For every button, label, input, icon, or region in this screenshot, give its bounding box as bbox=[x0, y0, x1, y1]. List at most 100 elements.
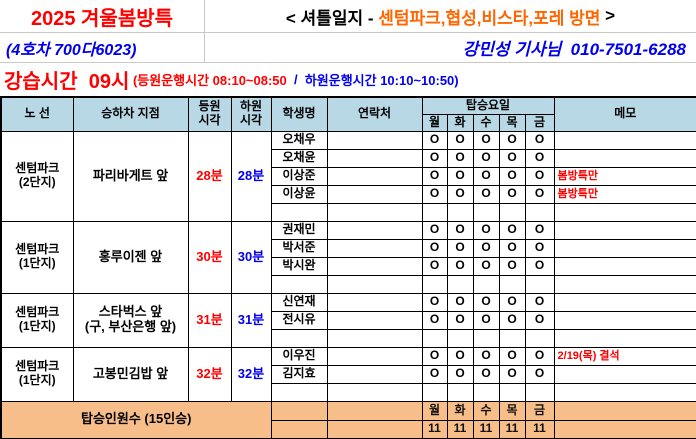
contact-cell[interactable] bbox=[326, 184, 423, 204]
footer-day-cell[interactable]: 화 bbox=[446, 400, 474, 421]
day-mark-cell[interactable]: O bbox=[446, 148, 474, 168]
contact-cell[interactable] bbox=[326, 256, 423, 276]
day-mark-cell[interactable] bbox=[421, 328, 448, 348]
day-mark-cell[interactable]: O bbox=[472, 130, 500, 150]
contact-cell[interactable] bbox=[326, 292, 423, 312]
day-mark-cell[interactable] bbox=[446, 202, 474, 222]
day-mark-cell[interactable] bbox=[498, 202, 526, 222]
day-mark-cell[interactable] bbox=[472, 328, 500, 348]
memo-cell[interactable] bbox=[553, 292, 696, 312]
memo-cell[interactable]: 봄방특만 bbox=[553, 184, 696, 204]
day-mark-cell[interactable]: O bbox=[472, 148, 500, 168]
footer-count-cell[interactable]: 11 bbox=[498, 419, 526, 439]
contact-cell[interactable] bbox=[326, 130, 423, 150]
day-mark-cell[interactable]: O bbox=[524, 130, 555, 150]
day-mark-cell[interactable] bbox=[421, 382, 448, 402]
day-mark-cell[interactable] bbox=[498, 328, 526, 348]
day-mark-cell[interactable]: O bbox=[421, 292, 448, 312]
student-name-cell[interactable] bbox=[270, 382, 328, 402]
day-mark-cell[interactable]: O bbox=[446, 292, 474, 312]
dropoff-time-cell[interactable]: 32분 bbox=[230, 346, 272, 402]
pickup-time-cell[interactable]: 30분 bbox=[187, 220, 232, 294]
day-mark-cell[interactable] bbox=[446, 382, 474, 402]
memo-cell[interactable] bbox=[553, 310, 696, 330]
day-mark-cell[interactable] bbox=[446, 328, 474, 348]
footer-student-cell[interactable] bbox=[270, 400, 328, 421]
student-name-cell[interactable]: 김지효 bbox=[270, 364, 328, 384]
day-mark-cell[interactable]: O bbox=[421, 220, 448, 240]
day-mark-cell[interactable]: O bbox=[446, 166, 474, 186]
day-mark-cell[interactable]: O bbox=[524, 256, 555, 276]
day-mark-cell[interactable]: O bbox=[472, 256, 500, 276]
day-mark-cell[interactable]: O bbox=[498, 238, 526, 258]
memo-cell[interactable] bbox=[553, 220, 696, 240]
stop-cell[interactable]: 스타벅스 앞 (구, 부산은행 앞) bbox=[72, 292, 189, 348]
footer-day-cell[interactable]: 수 bbox=[472, 400, 500, 421]
memo-cell[interactable] bbox=[553, 364, 696, 384]
pickup-time-cell[interactable]: 32분 bbox=[187, 346, 232, 402]
day-mark-cell[interactable]: O bbox=[498, 184, 526, 204]
footer-count-cell[interactable]: 11 bbox=[524, 419, 555, 439]
day-mark-cell[interactable]: O bbox=[421, 364, 448, 384]
memo-cell[interactable]: 2/19(목) 결석 bbox=[553, 346, 696, 366]
student-name-cell[interactable]: 권재민 bbox=[270, 220, 328, 240]
footer-day-cell[interactable]: 목 bbox=[498, 400, 526, 421]
day-mark-cell[interactable]: O bbox=[524, 346, 555, 366]
day-mark-cell[interactable]: O bbox=[524, 238, 555, 258]
day-mark-cell[interactable] bbox=[472, 202, 500, 222]
day-mark-cell[interactable] bbox=[524, 274, 555, 294]
contact-cell[interactable] bbox=[326, 202, 423, 222]
day-mark-cell[interactable] bbox=[446, 274, 474, 294]
day-mark-cell[interactable]: O bbox=[498, 130, 526, 150]
day-mark-cell[interactable]: O bbox=[472, 184, 500, 204]
day-mark-cell[interactable]: O bbox=[498, 148, 526, 168]
day-mark-cell[interactable]: O bbox=[446, 310, 474, 330]
route-cell[interactable]: 센텀파크 (1단지) bbox=[0, 292, 74, 348]
contact-cell[interactable] bbox=[326, 166, 423, 186]
footer-count-cell[interactable]: 11 bbox=[472, 419, 500, 439]
dropoff-time-cell[interactable]: 28분 bbox=[230, 130, 272, 222]
day-mark-cell[interactable]: O bbox=[421, 166, 448, 186]
memo-cell[interactable] bbox=[553, 328, 696, 348]
stop-cell[interactable]: 고봉민김밥 앞 bbox=[72, 346, 189, 402]
day-mark-cell[interactable]: O bbox=[421, 184, 448, 204]
day-mark-cell[interactable]: O bbox=[446, 364, 474, 384]
day-mark-cell[interactable]: O bbox=[446, 238, 474, 258]
student-name-cell[interactable]: 오채윤 bbox=[270, 148, 328, 168]
day-mark-cell[interactable]: O bbox=[472, 292, 500, 312]
footer-count-cell[interactable]: 11 bbox=[421, 419, 448, 439]
contact-cell[interactable] bbox=[326, 328, 423, 348]
memo-cell[interactable] bbox=[553, 256, 696, 276]
footer-day-cell[interactable]: 월 bbox=[421, 400, 448, 421]
memo-cell[interactable]: 봄방특만 bbox=[553, 166, 696, 186]
route-cell[interactable]: 센텀파크 (1단지) bbox=[0, 220, 74, 294]
day-mark-cell[interactable]: O bbox=[421, 130, 448, 150]
day-mark-cell[interactable] bbox=[524, 328, 555, 348]
day-mark-cell[interactable]: O bbox=[524, 166, 555, 186]
contact-cell[interactable] bbox=[326, 346, 423, 366]
student-name-cell[interactable]: 이우진 bbox=[270, 346, 328, 366]
contact-cell[interactable] bbox=[326, 364, 423, 384]
day-mark-cell[interactable]: O bbox=[472, 238, 500, 258]
footer-memo-cell[interactable] bbox=[553, 400, 696, 421]
day-mark-cell[interactable]: O bbox=[472, 220, 500, 240]
footer-contact-cell[interactable] bbox=[326, 400, 423, 421]
day-mark-cell[interactable]: O bbox=[498, 364, 526, 384]
day-mark-cell[interactable]: O bbox=[421, 310, 448, 330]
day-mark-cell[interactable]: O bbox=[446, 346, 474, 366]
student-name-cell[interactable]: 이상준 bbox=[270, 166, 328, 186]
student-name-cell[interactable]: 이상윤 bbox=[270, 184, 328, 204]
day-mark-cell[interactable]: O bbox=[421, 238, 448, 258]
footer-count-cell[interactable]: 11 bbox=[446, 419, 474, 439]
day-mark-cell[interactable]: O bbox=[524, 292, 555, 312]
student-name-cell[interactable] bbox=[270, 202, 328, 222]
dropoff-time-cell[interactable]: 30분 bbox=[230, 220, 272, 294]
day-mark-cell[interactable]: O bbox=[524, 310, 555, 330]
day-mark-cell[interactable] bbox=[421, 274, 448, 294]
dropoff-time-cell[interactable]: 31분 bbox=[230, 292, 272, 348]
student-name-cell[interactable] bbox=[270, 328, 328, 348]
day-mark-cell[interactable]: O bbox=[472, 346, 500, 366]
stop-cell[interactable]: 홍루이젠 앞 bbox=[72, 220, 189, 294]
route-cell[interactable]: 센텀파크 (1단지) bbox=[0, 346, 74, 402]
footer-memo-cell[interactable] bbox=[553, 419, 696, 439]
